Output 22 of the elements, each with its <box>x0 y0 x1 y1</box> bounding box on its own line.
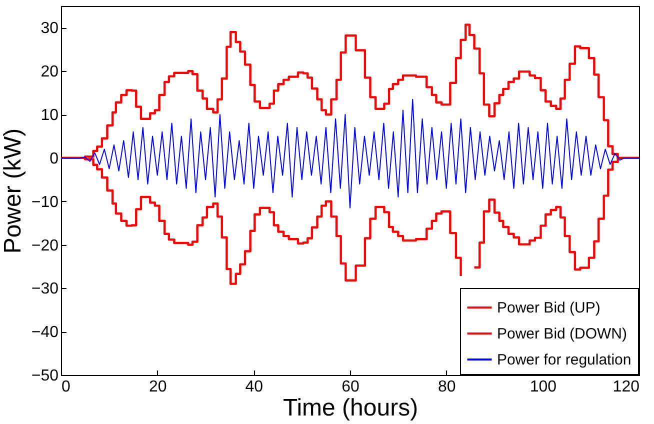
y-tick-label: −30 <box>31 280 59 298</box>
line-series <box>61 98 639 208</box>
x-tick-label: 120 <box>612 378 640 396</box>
y-tick-label: 10 <box>40 107 59 124</box>
y-tick-label: −40 <box>31 324 59 342</box>
x-tick-label: 80 <box>438 378 456 396</box>
y-tick-label: 20 <box>40 64 59 81</box>
y-tick-label: −10 <box>31 194 59 211</box>
legend-label: Power Bid (DOWN) <box>497 326 628 342</box>
x-tick-label: 60 <box>342 378 360 396</box>
y-tick-label: −20 <box>31 237 59 254</box>
x-tick-label: 100 <box>530 378 557 396</box>
x-tick-label: 40 <box>245 378 264 396</box>
legend-label: Power for regulation <box>497 352 632 368</box>
y-tick-label: 30 <box>40 20 59 38</box>
x-tick-label: 20 <box>148 378 167 396</box>
y-axis-title: Power (kW) <box>0 128 26 254</box>
x-axis-title: Time (hours) <box>282 394 418 422</box>
y-tick-label: −50 <box>31 368 59 384</box>
x-tick-label: 0 <box>62 378 70 396</box>
legend-label: Power Bid (UP) <box>497 300 600 316</box>
y-tick-label: 0 <box>50 150 59 168</box>
